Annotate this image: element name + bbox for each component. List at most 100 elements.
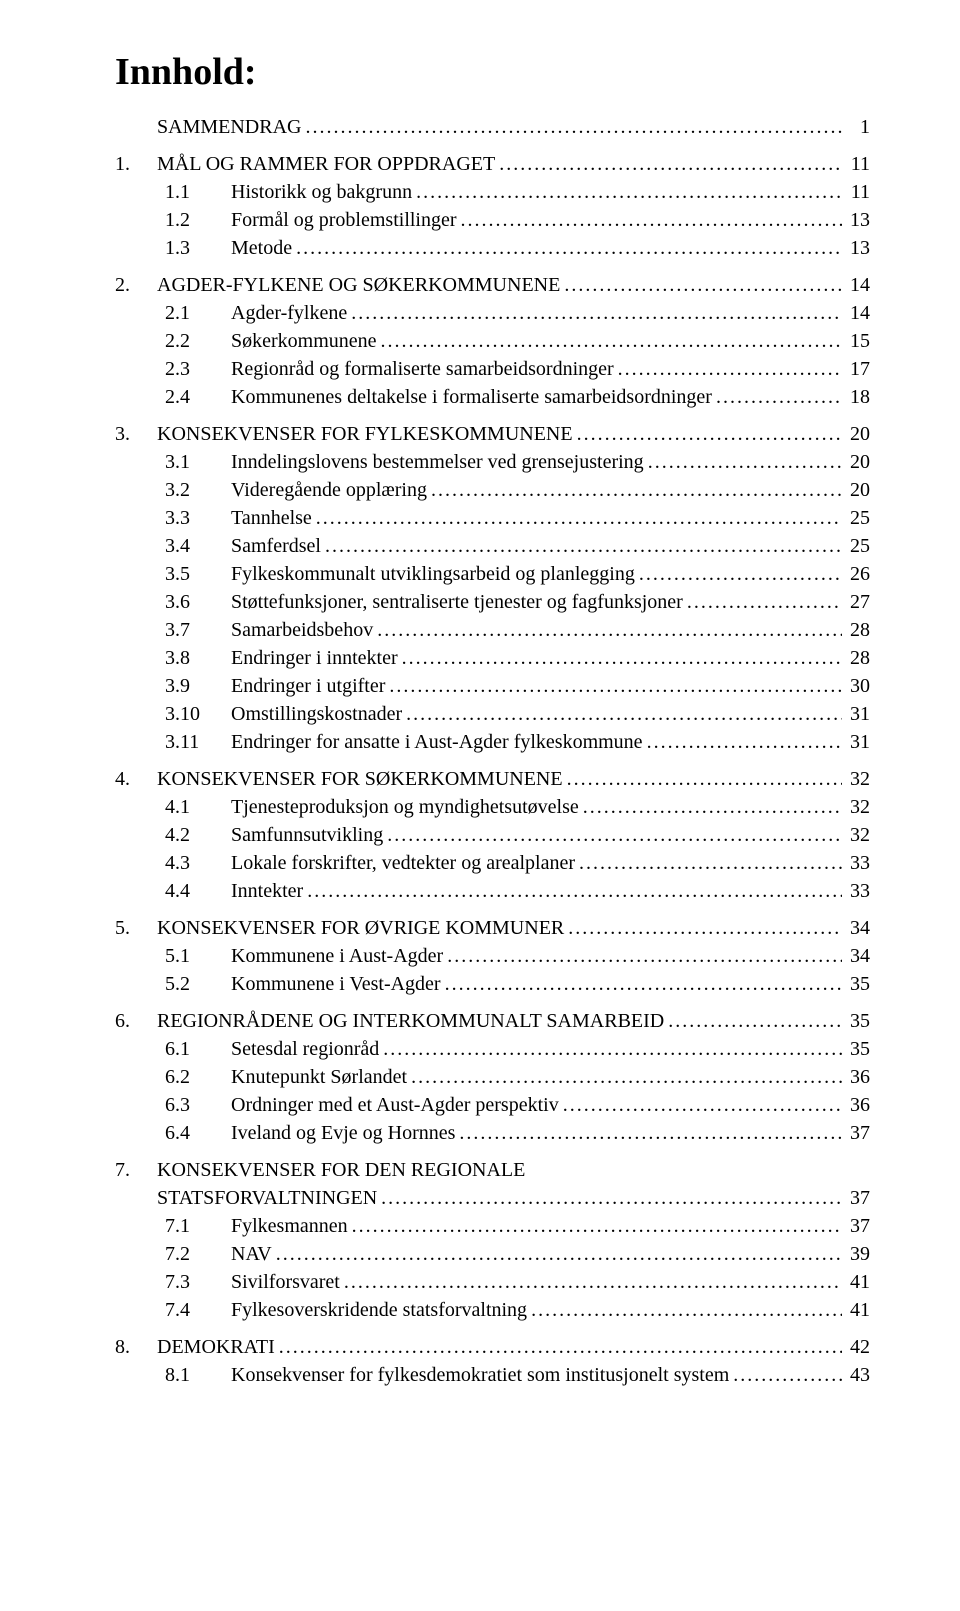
toc-row: 2.1Agder-fylkene........................…: [115, 300, 870, 327]
toc-number: 4.3: [115, 850, 231, 877]
toc-number: 2.3: [115, 356, 231, 383]
toc-row: 8.DEMOKRATI.............................…: [115, 1334, 870, 1361]
toc-text: Endringer i utgifter: [231, 673, 385, 700]
toc-text: Endringer i inntekter: [231, 645, 398, 672]
toc-leader: ........................................…: [427, 477, 842, 504]
toc-row: 3.KONSEKVENSER FOR FYLKESKOMMUNENE......…: [115, 421, 870, 448]
toc-leader: ........................................…: [312, 505, 842, 532]
toc-leader: ........................................…: [301, 114, 842, 141]
toc-leader: ........................................…: [398, 645, 842, 672]
toc-row: 1.2Formål og problemstillinger..........…: [115, 207, 870, 234]
toc-row: 3.6Støttefunksjoner, sentraliserte tjene…: [115, 589, 870, 616]
toc-number: 3.9: [115, 673, 231, 700]
toc-text: Formål og problemstillinger: [231, 207, 457, 234]
toc-page-number: 25: [842, 533, 870, 560]
toc-leader: ........................................…: [455, 1120, 842, 1147]
toc-number: 3.6: [115, 589, 231, 616]
toc-page-number: 32: [842, 794, 870, 821]
toc-page-number: 31: [842, 701, 870, 728]
toc-number: 8.: [115, 1334, 157, 1361]
toc-leader: ........................................…: [348, 1213, 842, 1240]
toc-page-number: 35: [842, 1036, 870, 1063]
toc-leader: ........................................…: [303, 878, 842, 905]
toc-page-number: 30: [842, 673, 870, 700]
toc-number: 1.3: [115, 235, 231, 262]
toc-number: 1.: [115, 151, 157, 178]
toc-text: Konsekvenser for fylkesdemokratiet som i…: [231, 1362, 729, 1389]
toc-text: Ordninger med et Aust-Agder perspektiv: [231, 1092, 559, 1119]
toc-number: 3.8: [115, 645, 231, 672]
toc-text: AGDER-FYLKENE OG SØKERKOMMUNENE: [157, 272, 560, 299]
toc-row: 1.MÅL OG RAMMER FOR OPPDRAGET...........…: [115, 151, 870, 178]
toc-text: Lokale forskrifter, vedtekter og arealpl…: [231, 850, 575, 877]
toc-page-number: 1: [842, 114, 870, 141]
toc-page-number: 25: [842, 505, 870, 532]
toc-page-number: 31: [842, 729, 870, 756]
toc-leader: ........................................…: [664, 1008, 842, 1035]
toc-row: 3.5Fylkeskommunalt utviklingsarbeid og p…: [115, 561, 870, 588]
toc-number: 2.4: [115, 384, 231, 411]
toc-row: 3.9Endringer i utgifter.................…: [115, 673, 870, 700]
toc-number: 4.2: [115, 822, 231, 849]
toc-row: 1.3Metode...............................…: [115, 235, 870, 262]
toc-leader: ........................................…: [564, 915, 842, 942]
toc-leader: ........................................…: [373, 617, 842, 644]
toc-row: 4.1Tjenesteproduksjon og myndighetsutøve…: [115, 794, 870, 821]
toc-leader: ........................................…: [377, 1185, 842, 1212]
toc-row: 7.2NAV..................................…: [115, 1241, 870, 1268]
toc-row: 4.2Samfunnsutvikling....................…: [115, 822, 870, 849]
toc-text: Metode: [231, 235, 292, 262]
toc-text: SAMMENDRAG: [157, 114, 301, 141]
toc-text: Samferdsel: [231, 533, 321, 560]
toc-text: KONSEKVENSER FOR SØKERKOMMUNENE: [157, 766, 563, 793]
toc-leader: ........................................…: [729, 1362, 842, 1389]
toc-leader: ........................................…: [443, 943, 842, 970]
page-title: Innhold:: [115, 50, 870, 94]
toc-number: 3.7: [115, 617, 231, 644]
toc-page-number: 33: [842, 850, 870, 877]
toc-leader: ........................................…: [457, 207, 842, 234]
toc-number: 7.: [115, 1157, 157, 1184]
toc-row: 5.KONSEKVENSER FOR ØVRIGE KOMMUNER......…: [115, 915, 870, 942]
toc-row: 6.4Iveland og Evje og Hornnes...........…: [115, 1120, 870, 1147]
toc-leader: ........................................…: [527, 1297, 842, 1324]
toc-number: 4.1: [115, 794, 231, 821]
toc-page-number: 14: [842, 272, 870, 299]
toc-row: 2.4Kommunenes deltakelse i formaliserte …: [115, 384, 870, 411]
toc-number: 3.10: [115, 701, 231, 728]
toc-leader: ........................................…: [712, 384, 842, 411]
toc-number: 1.2: [115, 207, 231, 234]
toc-page-number: 11: [842, 179, 870, 206]
toc-text: Kommunene i Vest-Agder: [231, 971, 441, 998]
toc-row: 3.8Endringer i inntekter................…: [115, 645, 870, 672]
toc-leader: ........................................…: [383, 822, 842, 849]
toc-number: 4.: [115, 766, 157, 793]
toc-page-number: 13: [842, 235, 870, 262]
toc-page-number: 20: [842, 477, 870, 504]
toc-number: 3.: [115, 421, 157, 448]
toc-number: 1.1: [115, 179, 231, 206]
toc-number: 4.4: [115, 878, 231, 905]
toc-page-number: 15: [842, 328, 870, 355]
toc-page-number: 35: [842, 1008, 870, 1035]
toc-text: Støttefunksjoner, sentraliserte tjeneste…: [231, 589, 683, 616]
toc-page-number: 36: [842, 1064, 870, 1091]
toc-leader: ........................................…: [441, 971, 842, 998]
toc-leader: ........................................…: [379, 1036, 842, 1063]
toc-row: 7.3Sivilforsvaret.......................…: [115, 1269, 870, 1296]
toc-leader: ........................................…: [385, 673, 842, 700]
toc-row: 3.1Inndelingslovens bestemmelser ved gre…: [115, 449, 870, 476]
toc-leader: ........................................…: [579, 794, 842, 821]
toc-text: Fylkesoverskridende statsforvaltning: [231, 1297, 527, 1324]
toc-row: 5.1Kommunene i Aust-Agder...............…: [115, 943, 870, 970]
toc-page-number: 20: [842, 421, 870, 448]
toc-text: Kommunenes deltakelse i formaliserte sam…: [231, 384, 712, 411]
toc-text: REGIONRÅDENE OG INTERKOMMUNALT SAMARBEID: [157, 1008, 664, 1035]
toc-page-number: 41: [842, 1297, 870, 1324]
toc-row: 7.4Fylkesoverskridende statsforvaltning.…: [115, 1297, 870, 1324]
toc-leader: ........................................…: [563, 766, 842, 793]
toc-row: 4.KONSEKVENSER FOR SØKERKOMMUNENE.......…: [115, 766, 870, 793]
toc-row: 7.KONSEKVENSER FOR DEN REGIONALE: [115, 1157, 870, 1184]
toc-number: 6.4: [115, 1120, 231, 1147]
toc-page-number: 34: [842, 915, 870, 942]
